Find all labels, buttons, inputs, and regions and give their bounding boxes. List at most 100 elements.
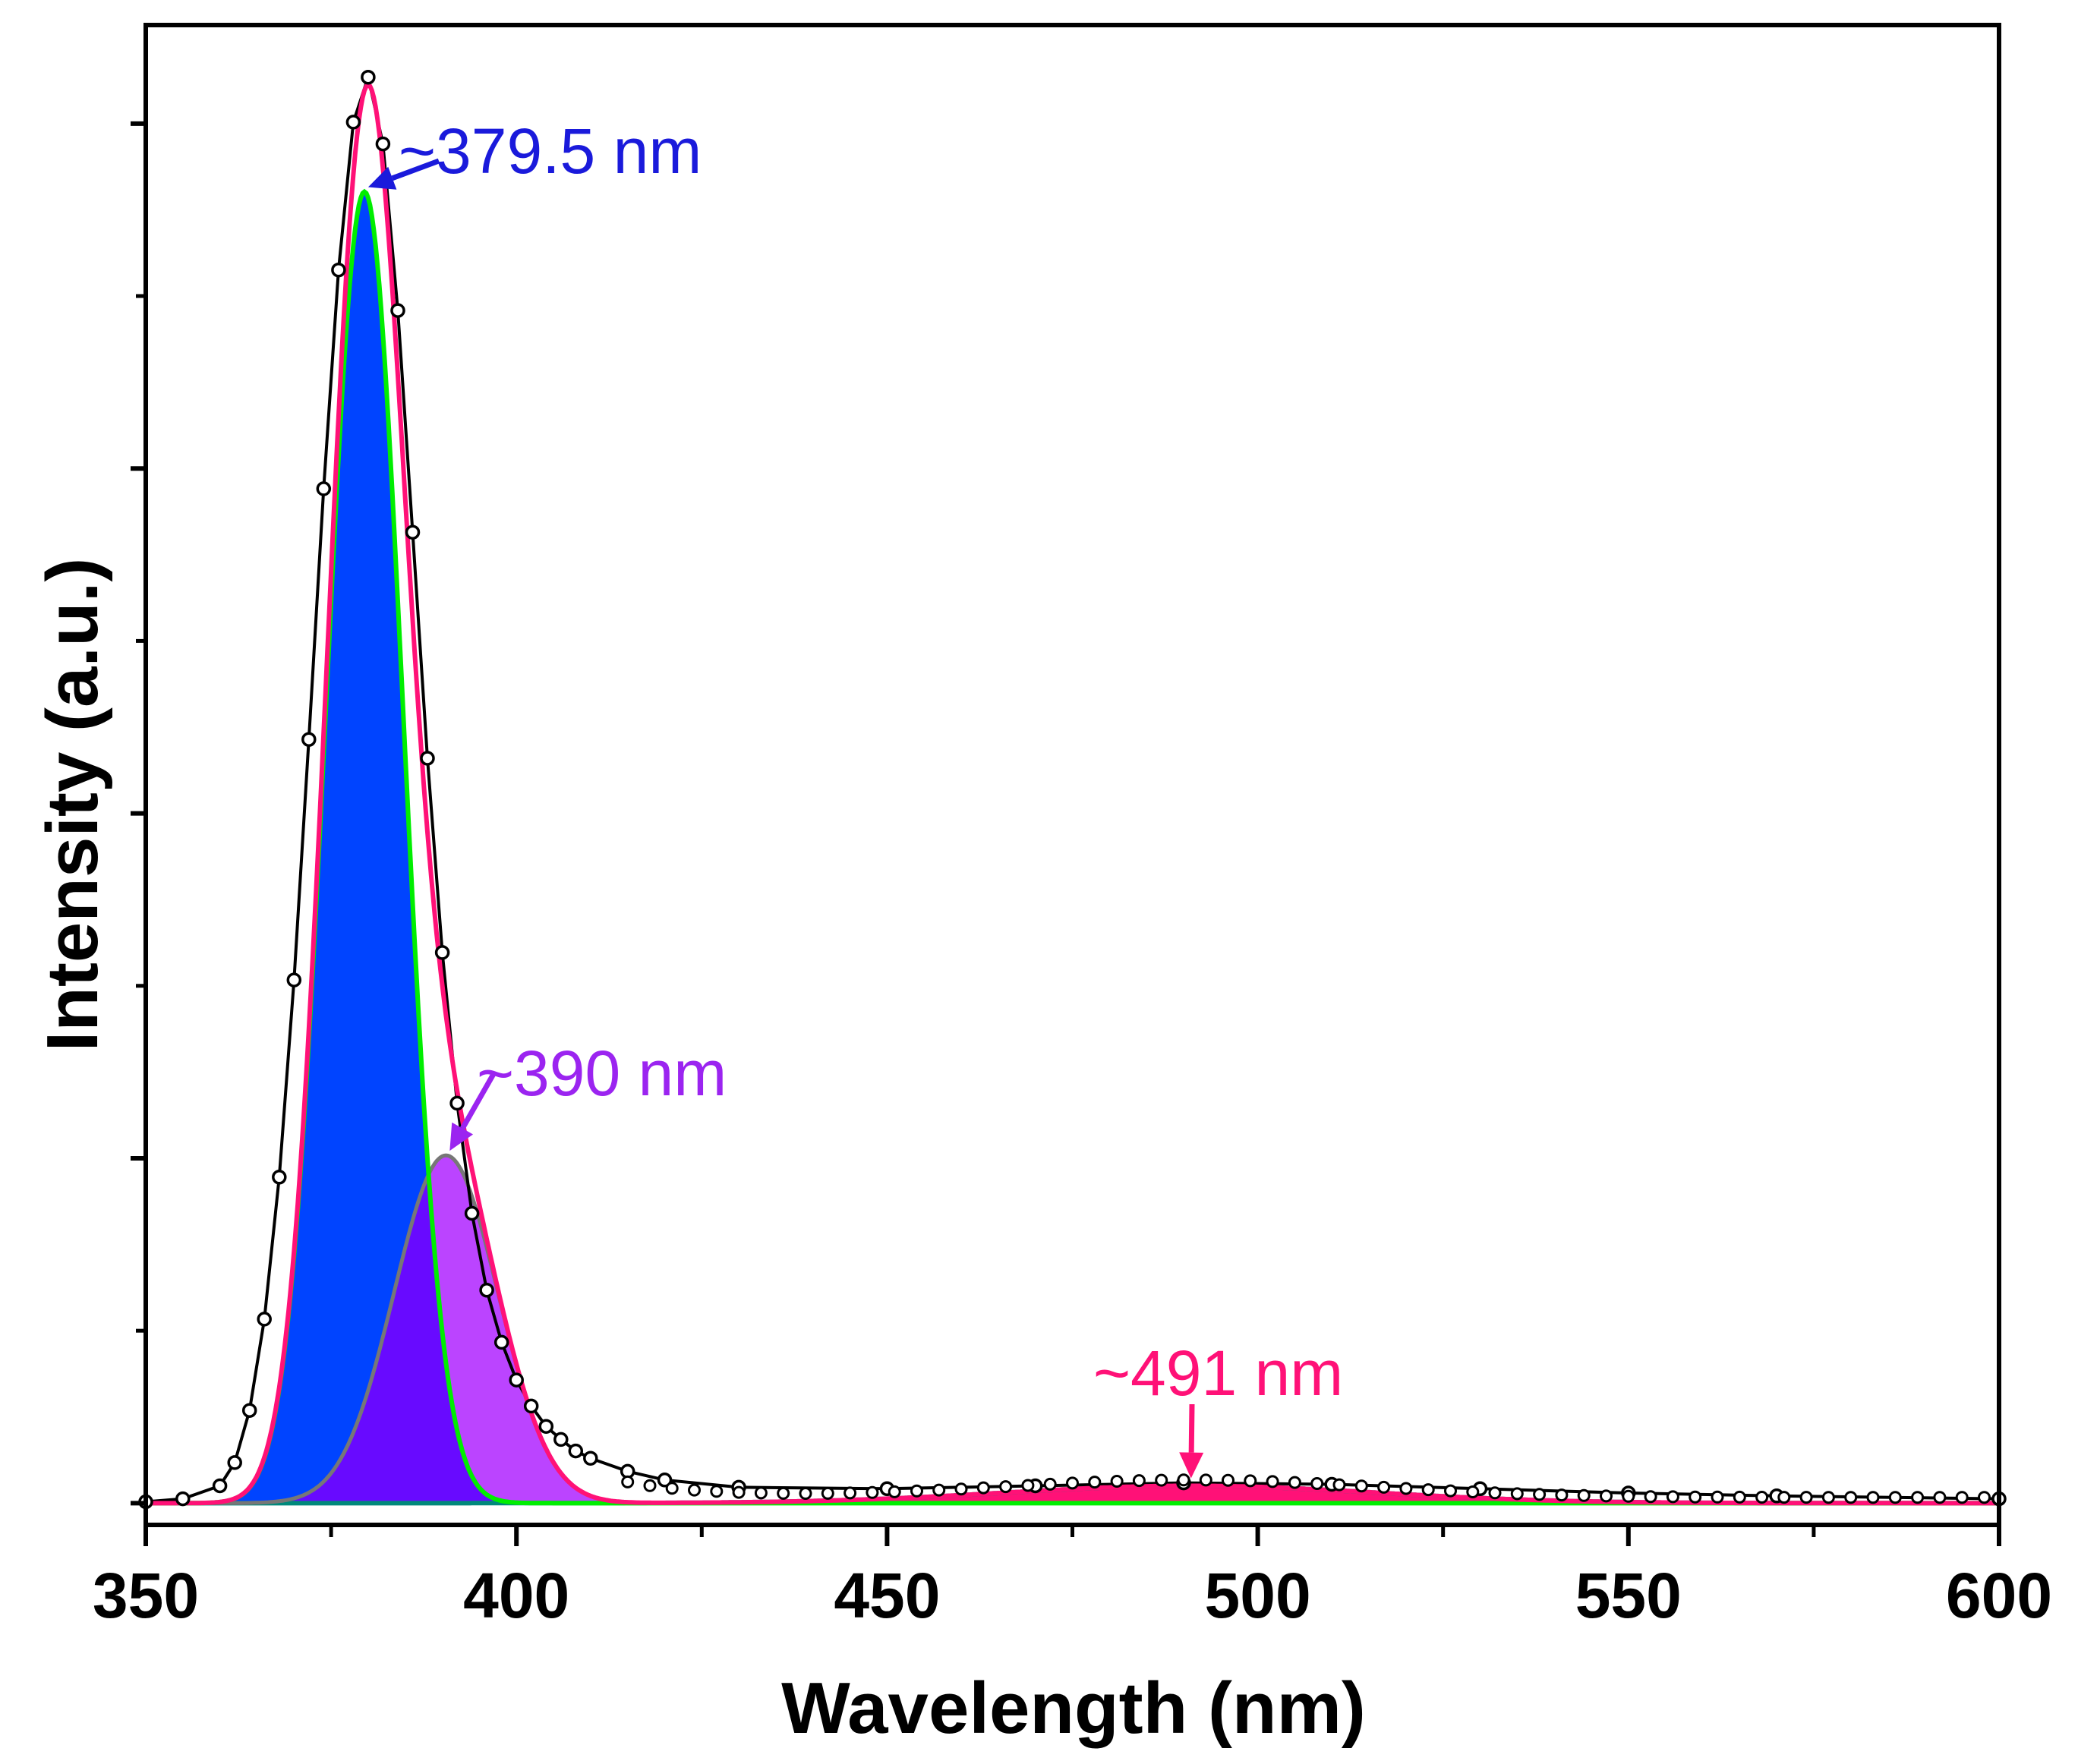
data-point <box>464 1205 480 1221</box>
data-point <box>1288 1476 1301 1489</box>
data-point <box>175 1491 191 1507</box>
annotation-arrow-shaft <box>391 158 440 181</box>
data-point <box>1088 1476 1102 1489</box>
data-point <box>1577 1488 1591 1502</box>
x-tick-label: 600 <box>1946 1560 2052 1631</box>
data-point <box>568 1443 584 1459</box>
data-point <box>1310 1477 1324 1490</box>
data-point <box>1799 1491 1813 1504</box>
data-point <box>1444 1484 1457 1498</box>
data-point <box>976 1481 990 1495</box>
data-point <box>316 481 332 496</box>
annotation-379-5nm: ~379.5 nm <box>399 115 702 187</box>
data-point <box>1266 1475 1279 1488</box>
data-point <box>1888 1491 1902 1504</box>
annotation-arrow-head <box>1179 1452 1204 1479</box>
data-point <box>1955 1491 1969 1504</box>
data-point <box>1600 1489 1613 1503</box>
data-point <box>1399 1482 1413 1495</box>
x-axis-title: Wavelength (nm) <box>781 1668 1366 1749</box>
x-tick-label: 550 <box>1575 1560 1682 1631</box>
data-point <box>1421 1483 1435 1497</box>
data-point <box>643 1479 657 1492</box>
data-point <box>449 1095 465 1111</box>
data-point <box>375 136 391 152</box>
data-point <box>910 1484 923 1498</box>
data-point <box>286 972 302 988</box>
data-point <box>1021 1479 1035 1492</box>
data-point <box>434 945 450 960</box>
data-point <box>1555 1488 1569 1502</box>
data-point <box>509 1372 524 1388</box>
data-point <box>1354 1479 1368 1493</box>
data-point <box>1644 1490 1657 1504</box>
axes: 350 400 450 500 550 600 <box>93 23 2052 1631</box>
data-point <box>821 1486 834 1500</box>
data-point <box>1488 1486 1502 1500</box>
data-point <box>754 1486 768 1500</box>
data-point <box>345 115 361 130</box>
data-point <box>272 1170 287 1185</box>
data-point <box>1689 1490 1702 1504</box>
y-axis-title: Intensity (a.u.) <box>32 558 113 1052</box>
data-point <box>1177 1473 1190 1487</box>
annotation-arrow-shaft <box>460 1073 497 1130</box>
x-tick-label: 400 <box>463 1560 569 1631</box>
peak-overlap-fill <box>146 1177 1999 1504</box>
data-point <box>1844 1491 1858 1504</box>
data-point <box>1711 1490 1724 1504</box>
data-point <box>1155 1473 1168 1487</box>
data-point <box>1110 1475 1124 1488</box>
data-point <box>479 1282 494 1298</box>
data-point <box>657 1473 673 1488</box>
data-point <box>621 1475 635 1488</box>
data-point <box>301 732 317 747</box>
annotation-491nm: ~491 nm <box>1093 1337 1343 1409</box>
data-point <box>710 1485 724 1498</box>
peak-379-fill <box>146 191 1999 1504</box>
annotation-arrow-head <box>367 166 397 190</box>
data-point <box>688 1483 701 1497</box>
data-point <box>777 1486 790 1500</box>
data-point <box>361 69 376 85</box>
data-point <box>227 1455 242 1470</box>
data-point <box>1978 1491 1991 1504</box>
data-point <box>799 1487 812 1500</box>
x-tick-label: 450 <box>834 1560 940 1631</box>
data-point <box>1199 1473 1212 1487</box>
data-point <box>241 1403 257 1418</box>
annotation-390nm: ~390 nm <box>477 1038 727 1109</box>
data-point <box>999 1480 1013 1494</box>
data-point <box>523 1398 539 1414</box>
data-point <box>1911 1491 1925 1504</box>
data-point <box>331 262 346 278</box>
data-point <box>1821 1491 1835 1504</box>
data-point <box>954 1482 968 1496</box>
data-point <box>1132 1474 1146 1488</box>
data-point <box>1866 1491 1880 1504</box>
data-point <box>1222 1473 1235 1487</box>
data-point <box>1533 1488 1547 1501</box>
peak-fills <box>146 191 1999 1504</box>
annotation-arrow-head <box>449 1122 474 1151</box>
data-point <box>583 1451 598 1466</box>
data-point <box>420 751 435 766</box>
annotations: ~379.5 nm ~390 nm ~491 nm <box>367 115 1343 1479</box>
data-point <box>1066 1476 1079 1490</box>
x-tick-label: 500 <box>1205 1560 1311 1631</box>
data-point <box>732 1485 746 1499</box>
data-point <box>553 1432 569 1447</box>
data-point <box>1733 1490 1746 1504</box>
data-point <box>257 1312 272 1327</box>
x-tick-label: 350 <box>93 1560 199 1631</box>
annotation-arrow-shaft <box>1188 1403 1195 1453</box>
data-point <box>405 524 421 540</box>
data-point <box>932 1483 946 1497</box>
peak-491-fill <box>146 1485 1999 1504</box>
data-point <box>888 1485 901 1498</box>
data-point <box>1666 1490 1679 1504</box>
data-point <box>866 1485 879 1499</box>
data-point <box>1933 1491 1947 1504</box>
data-point <box>1510 1487 1524 1501</box>
